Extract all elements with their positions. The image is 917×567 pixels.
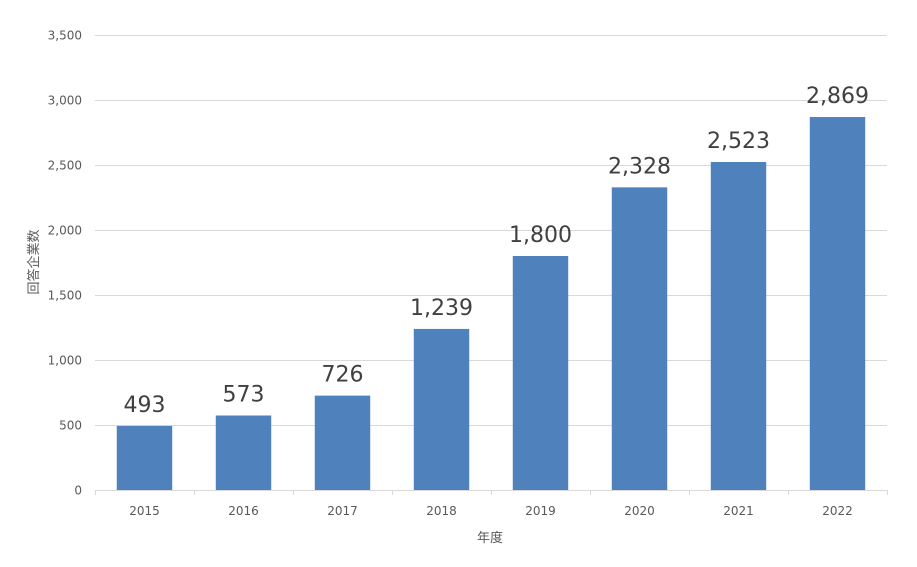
data-label-2017: 726 <box>322 363 364 388</box>
x-tick-label: 2021 <box>723 504 754 518</box>
bar-2019 <box>512 256 569 490</box>
y-tick-label: 2,500 <box>48 159 82 173</box>
data-label-2015: 493 <box>124 393 166 418</box>
x-tick-label: 2020 <box>624 504 655 518</box>
bar-2018 <box>413 328 470 490</box>
y-tick-label: 1,500 <box>48 289 82 303</box>
data-label-2019: 1,800 <box>509 223 572 248</box>
data-label-2021: 2,523 <box>707 129 770 154</box>
bar-2015 <box>116 425 173 490</box>
bars <box>116 117 866 491</box>
x-tick-label: 2019 <box>525 504 556 518</box>
x-axis-tick-labels: 2015 2016 2017 2018 2019 2020 2021 2022 <box>129 504 853 518</box>
data-label-2022: 2,869 <box>806 84 869 109</box>
bar-2020 <box>611 187 668 491</box>
y-axis-tick-labels: 0 500 1,000 1,500 2,000 2,500 3,000 3,500 <box>48 29 82 498</box>
x-tick-label: 2022 <box>822 504 853 518</box>
bar-2022 <box>809 117 866 490</box>
y-tick-label: 3,500 <box>48 29 82 43</box>
data-label-2018: 1,239 <box>410 296 473 321</box>
data-label-2016: 573 <box>223 383 265 408</box>
x-axis-title: 年度 <box>477 530 503 546</box>
x-tick-label: 2015 <box>129 504 160 518</box>
y-tick-label: 500 <box>59 419 82 433</box>
y-tick-label: 3,000 <box>48 94 82 108</box>
y-tick-label: 1,000 <box>48 354 82 368</box>
data-label-2020: 2,328 <box>608 154 671 179</box>
x-tick-label: 2017 <box>327 504 358 518</box>
bar-2021 <box>710 162 767 490</box>
bar-2016 <box>215 415 272 490</box>
bar-2017 <box>314 395 371 490</box>
x-tick-label: 2018 <box>426 504 457 518</box>
y-tick-label: 0 <box>74 484 82 498</box>
data-labels: 493 573 726 1,239 1,800 2,328 2,523 2,869 <box>124 84 869 418</box>
y-axis-title: 回答企業数 <box>26 229 42 294</box>
x-tick-label: 2016 <box>228 504 259 518</box>
y-tick-label: 2,000 <box>48 224 82 238</box>
gridlines <box>95 35 888 495</box>
